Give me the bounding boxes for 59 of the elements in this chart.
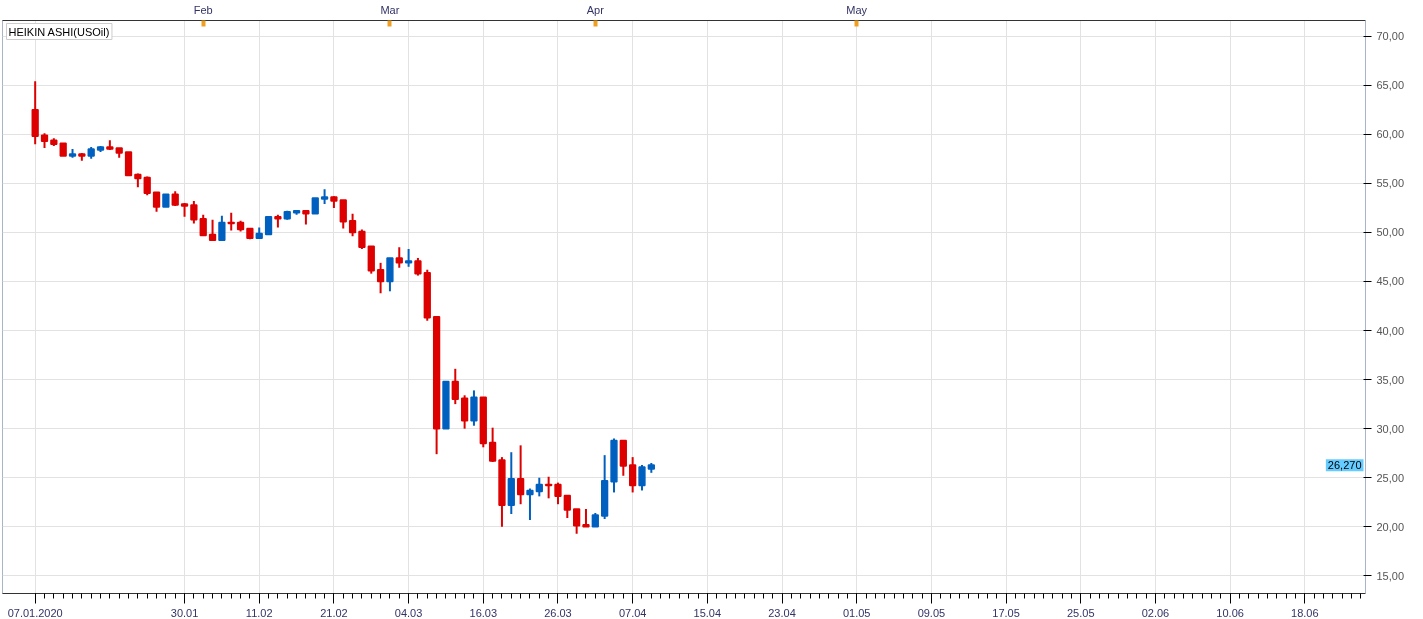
candlestick <box>488 426 497 464</box>
y-tick-label: 45,00 <box>1376 275 1405 288</box>
y-tick-label: 50,00 <box>1376 226 1405 239</box>
y-tick-label: 55,00 <box>1376 177 1405 190</box>
candlestick <box>339 199 347 230</box>
candlestick <box>208 218 217 242</box>
x-tick-label: 18.06 <box>1291 606 1319 619</box>
candlestick <box>638 463 646 492</box>
candlestick <box>516 444 525 506</box>
annotation: 26,270 <box>1327 459 1362 472</box>
x-tick-label: 23.04 <box>768 606 796 619</box>
candlestick <box>535 476 543 498</box>
x-tick-label: 07.01.2020 <box>7 606 63 619</box>
y-tick-label: 40,00 <box>1376 324 1405 337</box>
x-tick-label: 17.05 <box>992 606 1020 619</box>
candlestick <box>124 151 133 177</box>
y-tick-label: 70,00 <box>1376 30 1405 43</box>
candlestick <box>358 228 366 251</box>
candlestick <box>152 191 161 213</box>
y-tick-label: 30,00 <box>1376 422 1405 435</box>
x-tick-label: 10.06 <box>1216 606 1244 619</box>
y-tick-label: 65,00 <box>1376 79 1405 92</box>
x-tick-label: 30.01 <box>170 606 199 619</box>
candlestick <box>348 212 357 238</box>
x-tick-label: 07.04 <box>618 606 647 619</box>
candlestick <box>629 456 637 494</box>
chart-title: HEIKIN ASHI(USOil) <box>8 25 110 38</box>
x-tick-label: 15.04 <box>693 606 722 619</box>
candlestick <box>573 508 581 535</box>
text: May <box>846 3 868 16</box>
candlestick <box>386 256 394 293</box>
candlestick <box>554 481 562 506</box>
x-tick-label: 25.05 <box>1067 606 1095 619</box>
candlestick <box>395 246 403 269</box>
y-tick-label: 20,00 <box>1376 520 1405 533</box>
x-tick-label: 01.05 <box>842 606 871 619</box>
candlestick <box>190 200 198 225</box>
candlestick <box>451 367 459 406</box>
x-tick-label: 04.03 <box>394 606 423 619</box>
text: Apr <box>586 3 605 16</box>
candlestick <box>563 494 571 519</box>
candlestick <box>460 394 469 430</box>
x-tick-label: 16.03 <box>469 606 498 619</box>
x-tick-label: 26.03 <box>544 606 572 619</box>
y-tick-label: 15,00 <box>1376 569 1405 582</box>
x-tick-label: 02.06 <box>1141 606 1170 619</box>
x-tick-label: 21.02 <box>320 606 348 619</box>
candlestick <box>376 261 385 295</box>
y-tick-label: 35,00 <box>1376 373 1405 386</box>
candlestick <box>218 214 226 242</box>
candlestick <box>526 487 534 521</box>
text: Mar <box>380 3 400 16</box>
y-tick-label: 25,00 <box>1376 471 1405 484</box>
text: Feb <box>193 3 213 16</box>
candlestick <box>199 213 207 237</box>
x-tick-label: 11.02 <box>245 606 273 619</box>
candlestick <box>470 389 478 427</box>
y-tick-label: 60,00 <box>1376 128 1405 141</box>
x-tick-label: 09.05 <box>917 606 946 619</box>
